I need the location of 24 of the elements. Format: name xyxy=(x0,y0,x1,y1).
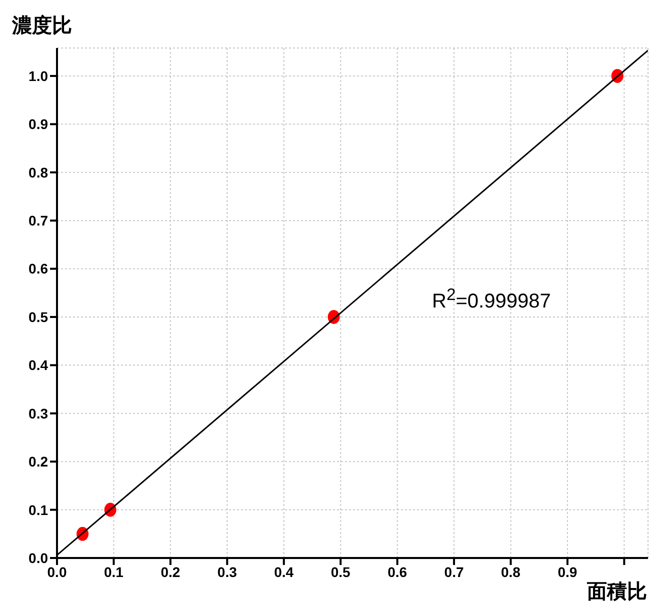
y-tick-label: 0.2 xyxy=(28,454,48,470)
x-tick-label: 0.1 xyxy=(104,564,124,580)
x-tick-label: 0.2 xyxy=(160,564,180,580)
x-tick-label: 0.3 xyxy=(217,564,238,580)
x-tick-label: 0.6 xyxy=(388,564,408,580)
y-tick-label: 0.5 xyxy=(28,308,48,325)
y-tick-label: 0.8 xyxy=(28,164,48,180)
x-axis-title: 面積比 xyxy=(587,578,647,605)
y-tick-label: 0.6 xyxy=(28,260,48,277)
y-tick-label: 0.4 xyxy=(28,357,48,374)
x-tick-label: 0.5 xyxy=(330,564,351,580)
y-tick-label: 0.0 xyxy=(28,550,48,566)
x-tick-label: 0.7 xyxy=(444,564,464,580)
y-tick-label: 0.1 xyxy=(28,502,48,518)
y-tick-label: 0.7 xyxy=(28,212,48,229)
x-tick-label: 0.8 xyxy=(501,564,521,580)
y-tick-label: 0.9 xyxy=(28,116,48,132)
x-tick-label: 0.4 xyxy=(274,564,294,580)
y-tick-label: 1.0 xyxy=(28,68,48,84)
x-tick-label: 0.9 xyxy=(558,564,578,580)
x-tick-label: 0.0 xyxy=(47,564,67,580)
y-axis-title: 濃度比 xyxy=(12,12,72,39)
annotation: R$^{2}$=0.999987 xyxy=(432,285,551,314)
y-tick-label: 0.3 xyxy=(28,405,48,422)
